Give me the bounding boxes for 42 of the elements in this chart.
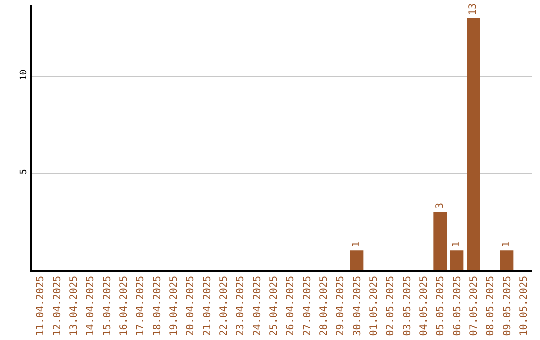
data-label: 13: [468, 3, 480, 16]
x-tick-label: 20.04.2025: [186, 276, 197, 336]
x-tick-label: 07.05.2025: [468, 276, 480, 336]
y-tick-label: 10: [19, 70, 30, 81]
data-label: 1: [452, 242, 462, 248]
bar: [450, 250, 464, 270]
x-tick-label: 11.04.2025: [36, 276, 47, 336]
x-tick-label: 10.05.2025: [518, 276, 530, 336]
data-label: 1: [502, 242, 512, 248]
data-label: 3: [434, 202, 446, 209]
x-tick-label: 27.04.2025: [302, 276, 314, 336]
x-tick-label: 01.05.2025: [368, 276, 380, 336]
x-tick-label: 15.04.2025: [102, 276, 114, 336]
x-tick-label: 02.05.2025: [386, 276, 397, 336]
x-tick-label: 21.04.2025: [202, 276, 214, 336]
y-tick-label: 5: [19, 169, 30, 175]
x-tick-label: 25.04.2025: [268, 276, 280, 336]
x-tick-label: 14.04.2025: [86, 276, 97, 336]
x-tick-label: 05.05.2025: [436, 276, 447, 336]
x-tick-label: 29.04.2025: [336, 276, 347, 336]
x-tick-label: 30.04.2025: [352, 276, 364, 336]
x-tick-label: 06.05.2025: [452, 276, 464, 336]
x-tick-label: 19.04.2025: [168, 276, 180, 336]
x-tick-label: 08.05.2025: [486, 276, 497, 336]
x-tick-label: 18.04.2025: [152, 276, 164, 336]
x-tick-label: 13.04.2025: [68, 276, 80, 336]
x-tick-label: 09.05.2025: [502, 276, 514, 336]
bar: [500, 250, 514, 270]
x-tick-label: 17.04.2025: [136, 276, 147, 336]
bar: [350, 250, 364, 270]
x-tick-label: 24.04.2025: [252, 276, 264, 336]
x-tick-label: 26.04.2025: [286, 276, 297, 336]
x-tick-label: 03.05.2025: [402, 276, 414, 336]
bar: [434, 212, 447, 270]
data-label: 1: [352, 242, 362, 248]
x-tick-label: 23.04.2025: [236, 276, 247, 336]
x-tick-label: 22.04.2025: [218, 276, 230, 336]
x-tick-label: 16.04.2025: [118, 276, 130, 336]
x-tick-label: 12.04.2025: [52, 276, 64, 336]
bar: [467, 18, 480, 270]
x-tick-label: 04.05.2025: [418, 276, 430, 336]
x-tick-label: 28.04.2025: [318, 276, 330, 336]
